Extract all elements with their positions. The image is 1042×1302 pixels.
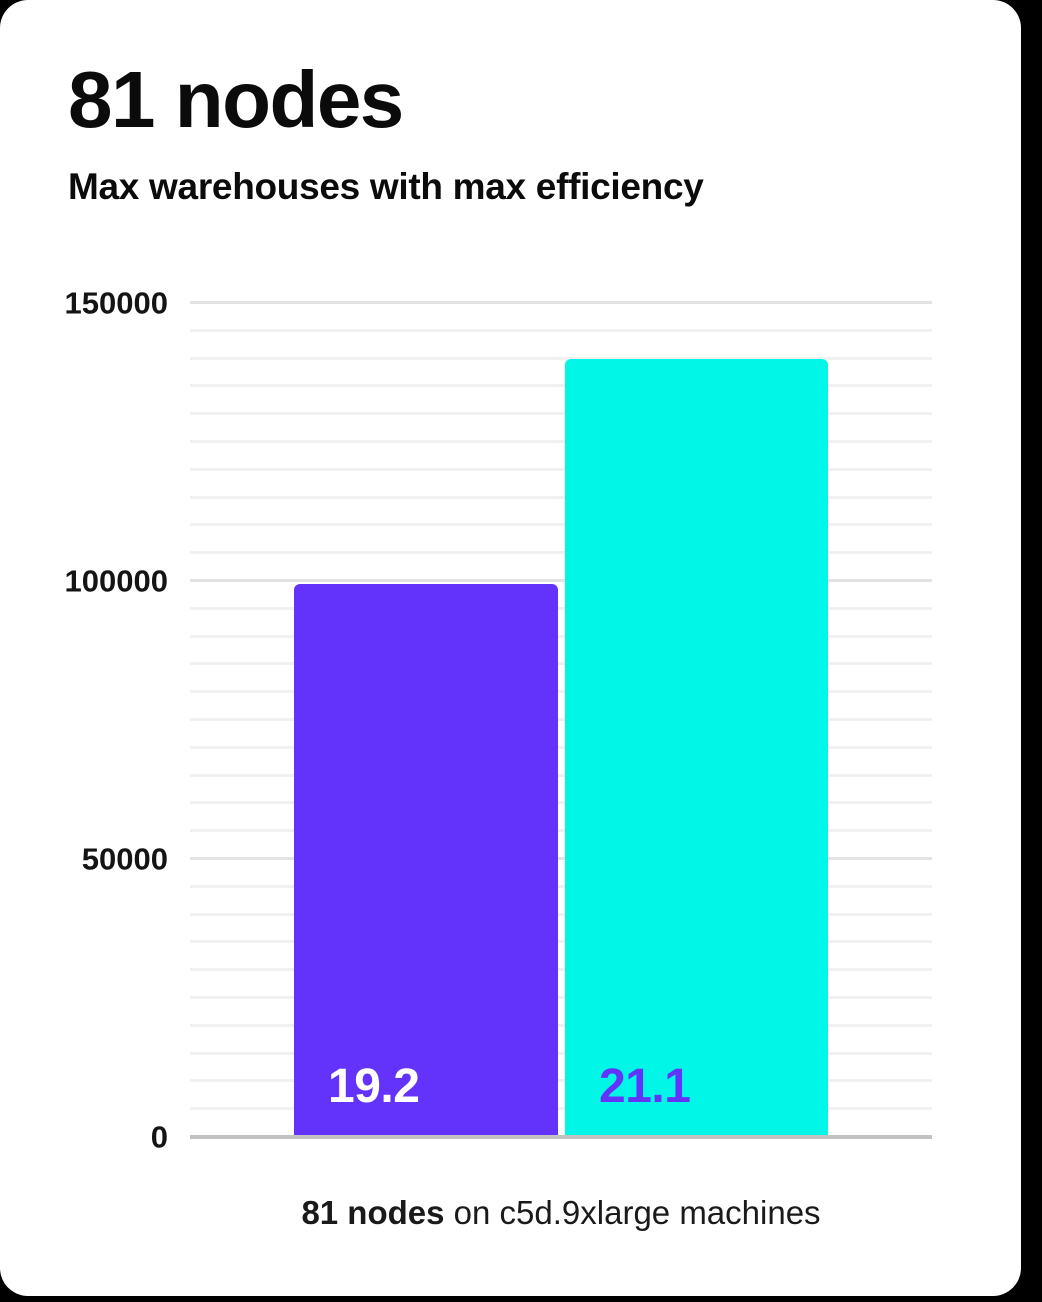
gridline xyxy=(190,1107,932,1111)
gridline xyxy=(190,440,932,443)
gridline xyxy=(190,356,932,360)
gridline xyxy=(190,412,932,416)
gridline xyxy=(190,1023,932,1027)
bar-value-label: 19.2 xyxy=(328,1060,420,1113)
gridline xyxy=(190,328,932,332)
chart-card: 81 nodes Max warehouses with max efficie… xyxy=(0,0,1021,1296)
gridline xyxy=(190,495,932,499)
gridline xyxy=(190,912,932,916)
gridline xyxy=(190,662,932,666)
bar-value-label: 21.1 xyxy=(599,1060,691,1113)
gridline xyxy=(190,1079,932,1083)
chart-subtitle: Max warehouses with max efficiency xyxy=(68,166,704,207)
gridline xyxy=(190,940,932,944)
gridline xyxy=(190,773,932,777)
caption-bold-text: 81 nodes xyxy=(301,1194,445,1231)
gridline xyxy=(190,634,932,638)
gridline xyxy=(190,551,932,555)
chart-title: 81 nodes xyxy=(68,55,404,144)
chart-caption: 81 nodes on c5d.9xlarge machines xyxy=(190,1192,932,1235)
gridline xyxy=(190,606,932,610)
y-tick-label: 150000 xyxy=(64,285,168,321)
gridline xyxy=(190,1051,932,1055)
gridline xyxy=(190,801,932,805)
caption-regular-text: on c5d.9xlarge machines xyxy=(444,1194,821,1231)
gridline xyxy=(190,745,932,749)
gridline xyxy=(190,523,932,527)
gridline xyxy=(190,690,932,694)
y-tick-label: 100000 xyxy=(64,563,168,599)
y-tick-label: 0 xyxy=(150,1119,168,1155)
y-tick-label: 50000 xyxy=(81,841,168,877)
plot-area: 19.2 21.1 xyxy=(190,301,932,1139)
gridline xyxy=(190,301,932,304)
gridline xyxy=(190,857,932,860)
gridline xyxy=(190,968,932,972)
gridline xyxy=(190,467,932,471)
gridline xyxy=(190,884,932,888)
gridline xyxy=(190,829,932,833)
bar-purple: 19.2 xyxy=(294,583,558,1137)
x-axis-line xyxy=(190,1135,932,1139)
y-axis-labels: 0 50000 100000 150000 xyxy=(40,288,168,1153)
bar-chart: 0 50000 100000 150000 19.2 21.1 81 nodes on… xyxy=(40,288,932,1235)
gridline xyxy=(190,718,932,721)
gridline xyxy=(190,579,932,582)
bar-cyan: 21.1 xyxy=(565,358,828,1137)
gridline xyxy=(190,384,932,388)
gridline xyxy=(190,996,932,999)
